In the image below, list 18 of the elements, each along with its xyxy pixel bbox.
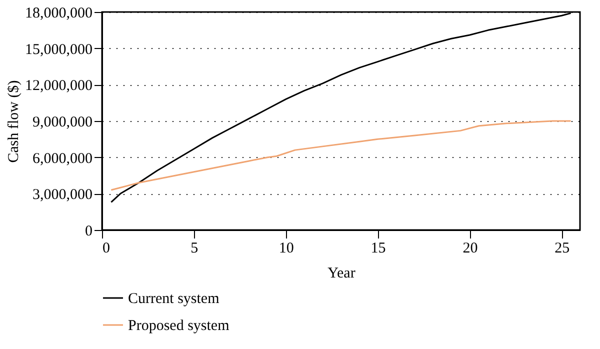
y-tick-label: 9,000,000 [32, 114, 92, 130]
y-tick-label: 0 [85, 224, 92, 240]
y-tick-label: 15,000,000 [25, 42, 92, 58]
y-tick-label: 3,000,000 [32, 187, 92, 204]
legend-label: Proposed system [128, 318, 230, 334]
x-tick-label: 15 [370, 240, 386, 256]
x-tick-label: 0 [102, 240, 110, 256]
x-tick-label: 25 [554, 240, 570, 256]
legend-label: Current system [128, 291, 220, 307]
x-axis-title: Year [328, 266, 356, 282]
y-tick-label: 12,000,000 [25, 78, 92, 94]
x-tick-label: 10 [278, 240, 294, 256]
y-tick-label: 18,000,000 [25, 6, 92, 22]
y-tick-label: 6,000,000 [32, 150, 92, 167]
x-tick-label: 5 [190, 240, 198, 256]
x-tick-label: 20 [462, 240, 478, 256]
y-axis-title: Cash flow ($) [6, 80, 22, 163]
line-series [110, 120, 572, 191]
